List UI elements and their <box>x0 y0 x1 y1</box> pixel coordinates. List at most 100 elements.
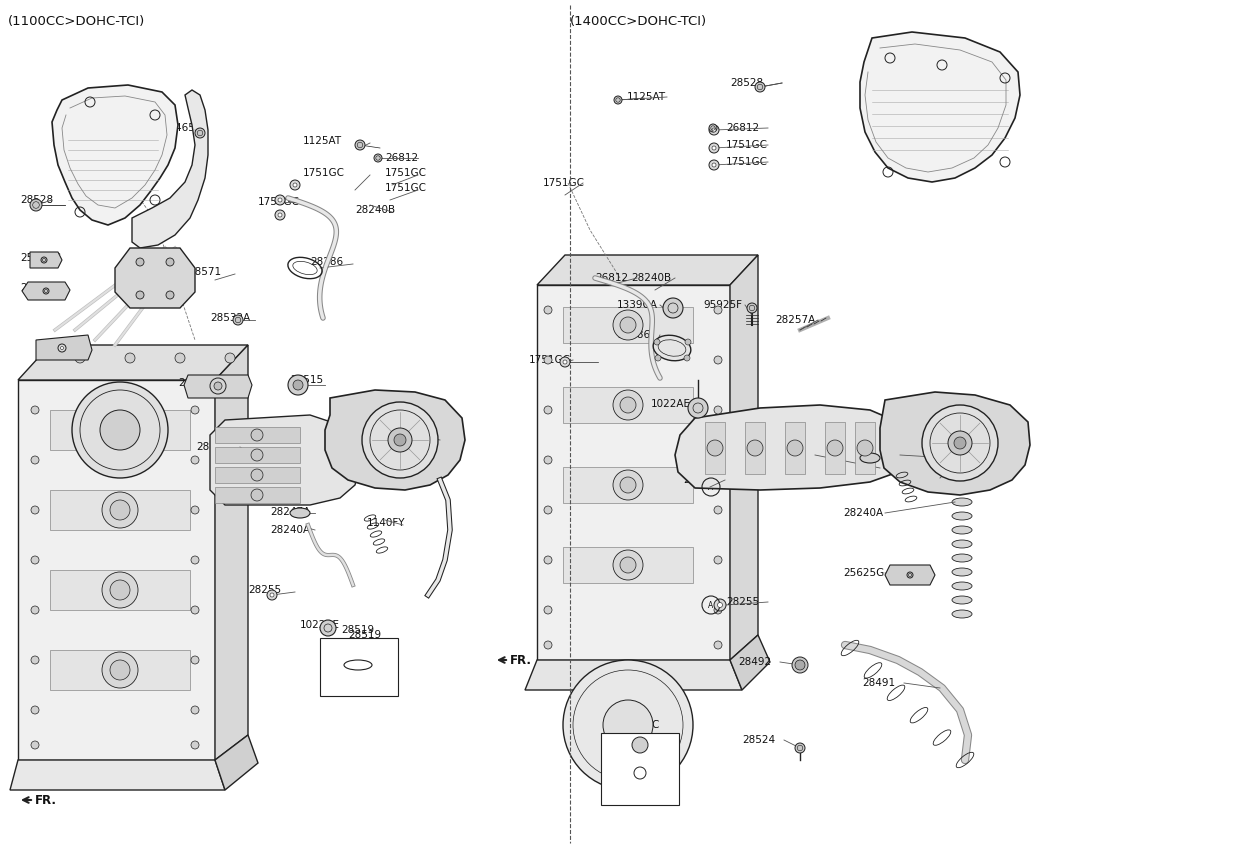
Circle shape <box>110 660 130 680</box>
Polygon shape <box>30 252 62 268</box>
Text: 26812: 26812 <box>726 123 759 133</box>
Text: 28525A: 28525A <box>898 50 938 60</box>
Polygon shape <box>675 405 908 490</box>
Ellipse shape <box>951 610 972 618</box>
Ellipse shape <box>951 526 972 534</box>
Circle shape <box>922 405 998 481</box>
Circle shape <box>560 357 570 367</box>
Text: 1125AT: 1125AT <box>304 136 342 146</box>
Circle shape <box>714 599 726 611</box>
Text: FR.: FR. <box>35 794 57 806</box>
Circle shape <box>787 440 803 456</box>
Text: (1100CC>DOHC-TCI): (1100CC>DOHC-TCI) <box>7 15 146 29</box>
Circle shape <box>102 572 138 608</box>
Text: 28528: 28528 <box>731 78 763 88</box>
Text: FR.: FR. <box>510 654 532 667</box>
Ellipse shape <box>951 512 972 520</box>
Circle shape <box>191 506 199 514</box>
Circle shape <box>43 288 49 294</box>
Text: 1140FY: 1140FY <box>901 468 939 478</box>
Text: 1751GC: 1751GC <box>726 140 768 150</box>
Text: 28255: 28255 <box>726 597 759 607</box>
Circle shape <box>613 390 643 420</box>
Text: 28491: 28491 <box>863 678 895 688</box>
Ellipse shape <box>951 498 972 506</box>
Circle shape <box>191 556 199 564</box>
Text: 11403C: 11403C <box>640 750 681 760</box>
Circle shape <box>136 291 144 299</box>
Bar <box>51 570 190 610</box>
Circle shape <box>275 195 285 205</box>
Circle shape <box>563 360 566 364</box>
Circle shape <box>856 440 872 456</box>
Polygon shape <box>10 760 225 790</box>
Text: 28255: 28255 <box>248 585 281 595</box>
Circle shape <box>387 428 412 452</box>
Text: (1400CC>DOHC-TCI): (1400CC>DOHC-TCI) <box>570 15 707 29</box>
Text: 28231: 28231 <box>772 450 806 460</box>
Ellipse shape <box>860 453 880 463</box>
Text: 1140FY: 1140FY <box>366 518 406 528</box>
Circle shape <box>710 124 717 132</box>
Ellipse shape <box>290 508 310 518</box>
Circle shape <box>102 492 138 528</box>
Circle shape <box>714 641 722 649</box>
Circle shape <box>278 213 283 217</box>
Polygon shape <box>215 735 258 790</box>
Circle shape <box>355 140 365 150</box>
Ellipse shape <box>653 335 691 360</box>
Text: 1022AE: 1022AE <box>300 620 341 630</box>
Text: 1751GC: 1751GC <box>385 183 427 193</box>
Circle shape <box>792 657 808 673</box>
Circle shape <box>827 440 843 456</box>
Circle shape <box>394 434 406 446</box>
Bar <box>563 307 694 343</box>
Text: 28525A: 28525A <box>65 123 105 133</box>
Text: 25625G: 25625G <box>20 253 62 263</box>
Circle shape <box>613 470 643 500</box>
Text: 95925F: 95925F <box>703 300 742 310</box>
Circle shape <box>362 402 438 478</box>
Polygon shape <box>731 635 770 690</box>
Circle shape <box>685 339 691 345</box>
Text: 11403C: 11403C <box>619 720 660 730</box>
Polygon shape <box>19 345 248 380</box>
Circle shape <box>100 410 139 450</box>
Circle shape <box>795 743 805 753</box>
Circle shape <box>275 210 285 220</box>
Circle shape <box>714 356 722 364</box>
Polygon shape <box>860 32 1021 182</box>
Text: 28941B: 28941B <box>42 340 83 350</box>
Text: 28519: 28519 <box>348 630 381 640</box>
Text: 28571: 28571 <box>188 267 221 277</box>
Polygon shape <box>115 248 195 308</box>
Circle shape <box>613 310 643 340</box>
Circle shape <box>747 303 756 313</box>
Circle shape <box>191 406 199 414</box>
Text: 28240B: 28240B <box>631 273 671 283</box>
Text: 28247A: 28247A <box>270 507 310 517</box>
Bar <box>215 467 300 483</box>
Circle shape <box>689 398 708 418</box>
Circle shape <box>707 440 723 456</box>
Circle shape <box>167 258 174 266</box>
Text: 28247A: 28247A <box>859 450 900 460</box>
Text: 1751GC: 1751GC <box>258 197 300 207</box>
Text: 28528: 28528 <box>20 195 53 205</box>
Text: 1751GC: 1751GC <box>385 168 427 178</box>
Circle shape <box>31 506 39 514</box>
Bar <box>51 410 190 450</box>
Circle shape <box>684 355 690 361</box>
Bar <box>785 422 805 474</box>
Circle shape <box>278 198 283 202</box>
Circle shape <box>175 353 185 363</box>
Circle shape <box>544 606 552 614</box>
Text: A: A <box>708 483 713 492</box>
Circle shape <box>544 506 552 514</box>
Text: K13465: K13465 <box>155 123 195 133</box>
Circle shape <box>60 347 63 349</box>
Polygon shape <box>132 90 209 248</box>
Circle shape <box>563 660 694 790</box>
Circle shape <box>615 96 622 104</box>
Circle shape <box>251 429 263 441</box>
